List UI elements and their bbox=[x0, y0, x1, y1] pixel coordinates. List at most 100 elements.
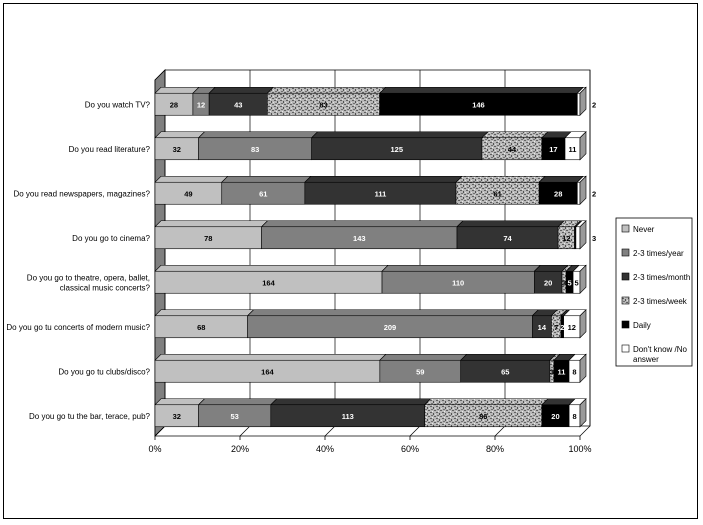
category-label: Do you go tu the bar, terace, pub? bbox=[29, 412, 151, 421]
category-label: Do you watch TV? bbox=[85, 100, 151, 109]
bar-top-face bbox=[154, 131, 206, 139]
data-label: 28 bbox=[170, 100, 178, 109]
data-label: 20 bbox=[544, 278, 552, 287]
bar-top-face bbox=[246, 309, 540, 317]
bar-top-face bbox=[481, 131, 549, 139]
data-label: 12 bbox=[562, 234, 570, 243]
legend-label-line: Never bbox=[633, 225, 655, 234]
legend-swatch bbox=[621, 344, 630, 353]
data-label: 14 bbox=[538, 323, 547, 332]
bar-end-face bbox=[579, 398, 587, 428]
gridline-floor bbox=[494, 425, 506, 437]
x-tick-label: 0% bbox=[148, 444, 161, 454]
data-label: 8 bbox=[572, 367, 576, 376]
x-tick-label: 40% bbox=[316, 444, 334, 454]
gridline-floor bbox=[409, 425, 421, 437]
bar-top-face bbox=[304, 175, 463, 183]
category-label-line: classical music concerts? bbox=[60, 283, 151, 292]
bar-end-face bbox=[579, 353, 587, 383]
data-label: 28 bbox=[554, 189, 562, 198]
gridline-floor bbox=[324, 425, 336, 437]
data-label: 68 bbox=[197, 323, 205, 332]
category-label-line: Do you go to cinema? bbox=[72, 234, 150, 243]
data-label: 3 bbox=[562, 278, 566, 287]
legend-swatch bbox=[621, 224, 630, 233]
data-label: 143 bbox=[353, 234, 366, 243]
data-label: 3 bbox=[550, 367, 554, 376]
legend-label: Daily bbox=[633, 321, 651, 330]
data-label: 74 bbox=[503, 234, 512, 243]
gridline-floor bbox=[239, 425, 251, 437]
category-label-line: Do you watch TV? bbox=[85, 100, 151, 109]
category-label: Do you go tu clubs/disco? bbox=[58, 367, 150, 376]
data-label: 61 bbox=[493, 189, 501, 198]
x-tick-label: 60% bbox=[401, 444, 419, 454]
data-label: 8 bbox=[572, 412, 576, 421]
chart-frame: 0% 20% 40% 60% 80% 100% 28 12 43 83 146 2 Do you wat… bbox=[3, 3, 698, 519]
bar-top-face bbox=[154, 86, 200, 94]
bar-end-face bbox=[579, 309, 587, 339]
bar-top-face bbox=[455, 175, 546, 183]
data-label: 12 bbox=[568, 323, 576, 332]
category-label: Do you go tu concerts of modern music? bbox=[6, 323, 150, 332]
legend-label: 2-3 times/week bbox=[633, 297, 688, 306]
bar-top-face bbox=[378, 86, 585, 94]
data-label: 12 bbox=[197, 100, 205, 109]
legend: Never 2-3 times/year 2-3 times/month 2-3 ti… bbox=[615, 217, 693, 367]
legend-label-line: answer bbox=[633, 355, 659, 364]
bar-top-face bbox=[154, 175, 229, 183]
data-label: 83 bbox=[319, 100, 327, 109]
data-label: 7 bbox=[554, 323, 558, 332]
bar-top-face bbox=[154, 353, 387, 361]
data-label: 11 bbox=[569, 145, 577, 154]
data-label: 164 bbox=[262, 278, 275, 287]
bar-end-face bbox=[579, 264, 587, 294]
data-label: 61 bbox=[259, 189, 267, 198]
legend-label-line: 2-3 times/year bbox=[633, 249, 684, 258]
data-label: 32 bbox=[173, 412, 181, 421]
data-label: 2 bbox=[592, 100, 596, 109]
data-label: 111 bbox=[375, 189, 387, 198]
data-label: 110 bbox=[452, 278, 464, 287]
legend-swatch bbox=[621, 320, 630, 329]
data-label: 49 bbox=[184, 189, 192, 198]
bar-top-face bbox=[221, 175, 312, 183]
bar-end-face bbox=[579, 86, 587, 116]
gridline-floor bbox=[579, 425, 591, 437]
bar-segment bbox=[576, 92, 581, 116]
legend-label-line: 2-3 times/week bbox=[633, 297, 688, 306]
legend-label-line: 2-3 times/month bbox=[633, 273, 690, 282]
legend-swatch bbox=[621, 248, 630, 257]
x-tick-label: 20% bbox=[231, 444, 249, 454]
legend-label: 2-3 times/month bbox=[633, 273, 690, 282]
data-label: 113 bbox=[342, 412, 354, 421]
bar-top-face bbox=[381, 264, 542, 272]
data-label: 59 bbox=[416, 367, 424, 376]
legend-label-line: Don't know /No bbox=[633, 345, 688, 354]
category-label-line: Do you go to theatre, opera, ballet, bbox=[27, 273, 150, 282]
category-label: Do you read newspapers, magazines? bbox=[13, 189, 150, 198]
data-label: 17 bbox=[549, 145, 557, 154]
category-label-line: Do you read newspapers, magazines? bbox=[13, 189, 150, 198]
data-label: 146 bbox=[472, 100, 485, 109]
x-tick-label: 80% bbox=[486, 444, 504, 454]
bar-top-face bbox=[379, 353, 468, 361]
data-label: 5 bbox=[574, 278, 578, 287]
category-label: Do you read literature? bbox=[69, 145, 151, 154]
bar-segment bbox=[576, 181, 581, 205]
category-label: Do you go to theatre, opera, ballet, clas… bbox=[27, 273, 151, 292]
bar-top-face bbox=[208, 86, 275, 94]
category-label-line: Do you go tu the bar, terace, pub? bbox=[29, 412, 151, 421]
category-label: Do you go to cinema? bbox=[72, 234, 150, 243]
stacked-bar-chart: 0% 20% 40% 60% 80% 100%28 12 43 83 146 2Do you wat… bbox=[6, 69, 693, 454]
legend-swatch bbox=[621, 272, 630, 281]
data-label: 43 bbox=[234, 100, 242, 109]
bar-top-face bbox=[154, 220, 269, 228]
data-label: 209 bbox=[384, 323, 397, 332]
legend-label: Don't know /No answer bbox=[633, 345, 688, 364]
data-label: 65 bbox=[501, 367, 509, 376]
bar-top-face bbox=[266, 86, 387, 94]
bar-top-face bbox=[538, 175, 584, 183]
data-label: 83 bbox=[251, 145, 259, 154]
bar-top-face bbox=[154, 398, 206, 406]
